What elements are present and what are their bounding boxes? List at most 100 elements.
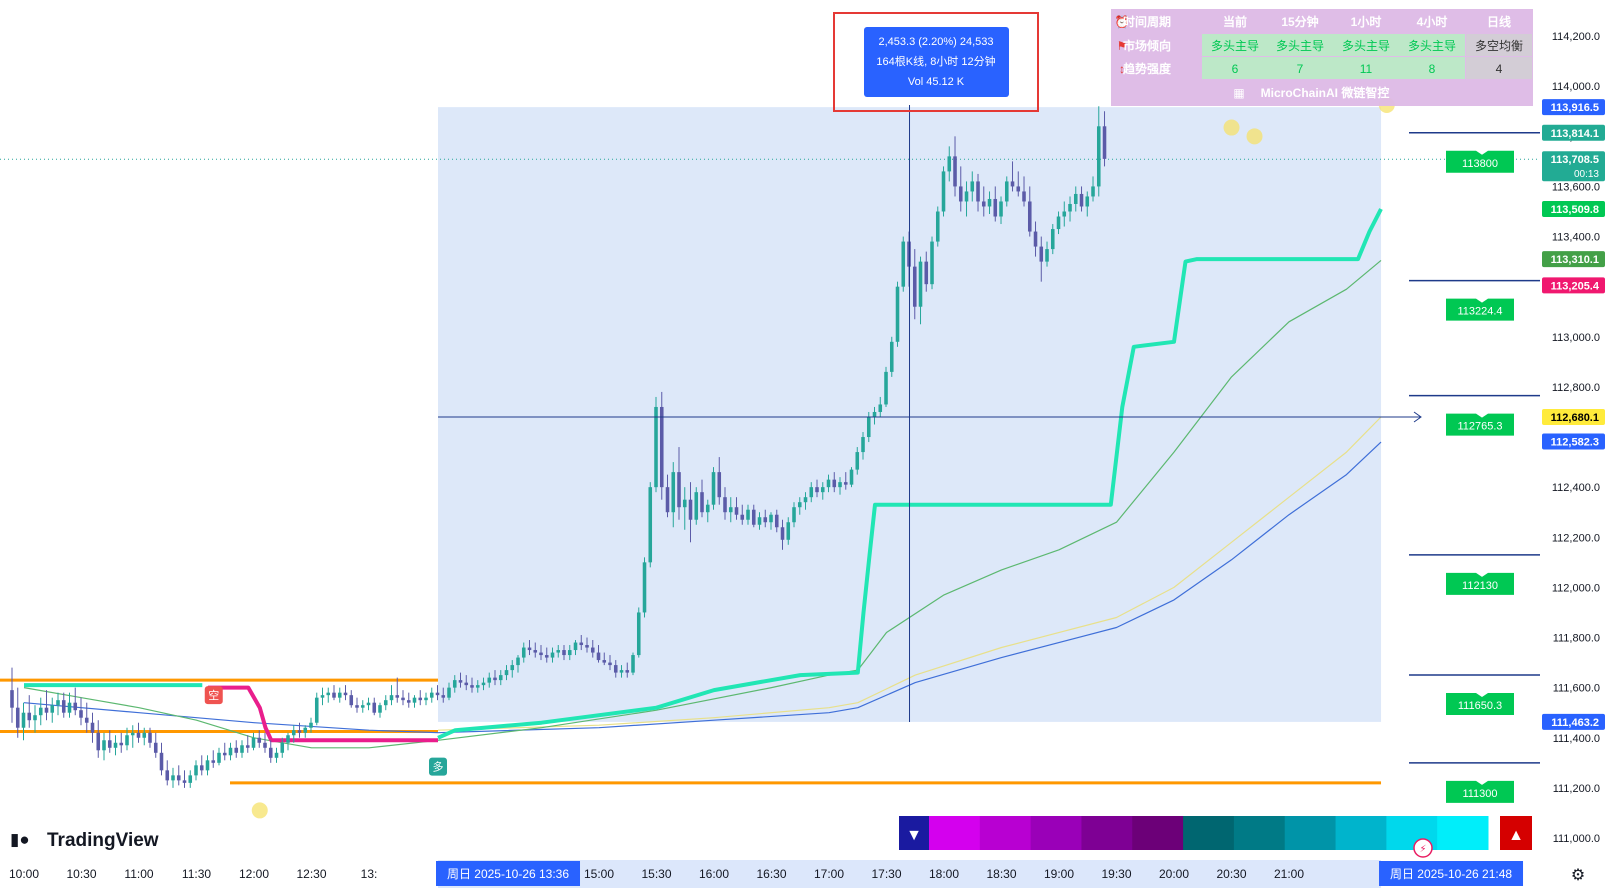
candle-body[interactable] <box>550 652 555 658</box>
candle-body[interactable] <box>1091 186 1095 197</box>
candle-body[interactable] <box>970 181 975 192</box>
candle-body[interactable] <box>148 732 152 743</box>
candle-body[interactable] <box>44 707 49 713</box>
candle-body[interactable] <box>194 765 198 776</box>
candle-body[interactable] <box>73 702 78 711</box>
candle-body[interactable] <box>366 702 371 706</box>
candle-body[interactable] <box>1033 231 1038 247</box>
candle-body[interactable] <box>878 404 883 412</box>
candle-body[interactable] <box>533 650 538 653</box>
candle-body[interactable] <box>1073 193 1078 204</box>
candle-body[interactable] <box>849 469 854 485</box>
candle-body[interactable] <box>579 642 584 646</box>
candle-body[interactable] <box>815 487 819 493</box>
candle-body[interactable] <box>343 692 348 696</box>
candle-body[interactable] <box>153 742 158 753</box>
candle-body[interactable] <box>987 198 992 207</box>
candle-body[interactable] <box>665 487 670 513</box>
candle-body[interactable] <box>291 730 296 736</box>
candle-body[interactable] <box>447 687 451 698</box>
measure-tooltip[interactable]: 2,453.3 (2.20%) 24,533 164根K线, 8小时 12分钟 Vo… <box>833 12 1039 112</box>
candle-body[interactable] <box>372 702 377 713</box>
candle-body[interactable] <box>67 702 72 713</box>
candle-body[interactable] <box>79 710 83 718</box>
candle-body[interactable] <box>901 241 906 287</box>
candle-body[interactable] <box>539 652 543 656</box>
candle-body[interactable] <box>27 712 32 721</box>
level-tag[interactable]: 113800 <box>1446 150 1514 173</box>
candle-body[interactable] <box>1022 191 1026 202</box>
candle-body[interactable] <box>786 522 791 540</box>
candle-body[interactable] <box>1045 249 1049 262</box>
price-axis-tag[interactable]: 113,708.5 00:13 <box>1542 151 1605 182</box>
candle-body[interactable] <box>746 509 750 520</box>
candle-body[interactable] <box>562 650 566 656</box>
candle-body[interactable] <box>234 747 239 753</box>
candle-body[interactable] <box>820 487 825 493</box>
candle-body[interactable] <box>1056 216 1061 230</box>
lightning-icon[interactable] <box>1413 838 1433 858</box>
candle-body[interactable] <box>567 650 572 656</box>
time-axis-start-tag[interactable]: 周日 2025-10-26 13:36 <box>436 861 581 886</box>
candle-body[interactable] <box>884 371 888 405</box>
level-tag[interactable]: 112130 <box>1446 572 1514 595</box>
candle-body[interactable] <box>211 760 216 763</box>
candle-body[interactable] <box>1039 246 1044 262</box>
candle-body[interactable] <box>521 647 526 658</box>
candle-body[interactable] <box>866 416 871 438</box>
candle-body[interactable] <box>964 191 969 202</box>
candle-body[interactable] <box>700 492 704 513</box>
price-axis-tag[interactable]: 111,463.2 <box>1542 713 1605 730</box>
candle-body[interactable] <box>717 472 722 498</box>
level-tag[interactable]: 111300 <box>1446 780 1514 803</box>
candle-body[interactable] <box>314 697 319 723</box>
candle-body[interactable] <box>286 735 290 743</box>
candle-body[interactable] <box>688 499 693 520</box>
candle-body[interactable] <box>475 685 480 688</box>
candle-body[interactable] <box>734 507 739 515</box>
candle-body[interactable] <box>659 406 664 488</box>
candle-body[interactable] <box>608 662 612 666</box>
candle-body[interactable] <box>872 411 877 417</box>
candle-body[interactable] <box>320 695 325 698</box>
candle-body[interactable] <box>113 742 118 748</box>
candle-body[interactable] <box>694 492 699 520</box>
candle-body[interactable] <box>924 261 929 285</box>
candle-body[interactable] <box>119 742 124 746</box>
candle-body[interactable] <box>452 680 457 688</box>
candle-body[interactable] <box>240 745 244 753</box>
candle-body[interactable] <box>61 700 66 713</box>
candle-body[interactable] <box>493 677 497 681</box>
candle-body[interactable] <box>682 499 687 508</box>
candle-body[interactable] <box>757 517 762 525</box>
candle-body[interactable] <box>780 527 785 540</box>
candle-body[interactable] <box>1102 126 1107 159</box>
candle-body[interactable] <box>56 700 60 706</box>
candle-body[interactable] <box>274 752 279 758</box>
candle-body[interactable] <box>1068 203 1072 212</box>
candle-body[interactable] <box>585 645 589 648</box>
candle-body[interactable] <box>102 740 106 751</box>
candle-body[interactable] <box>619 670 624 673</box>
candle-body[interactable] <box>941 171 946 212</box>
candle-body[interactable] <box>958 186 963 202</box>
candle-body[interactable] <box>297 730 302 733</box>
price-axis-tag[interactable]: 113,310.1 <box>1542 251 1605 268</box>
candle-body[interactable] <box>487 677 492 683</box>
candle-body[interactable] <box>38 707 43 716</box>
candle-body[interactable] <box>217 752 221 763</box>
candle-body[interactable] <box>855 452 860 470</box>
candle-body[interactable] <box>1010 181 1015 187</box>
candle-body[interactable] <box>769 514 773 523</box>
candle-body[interactable] <box>711 472 716 505</box>
candle-body[interactable] <box>976 181 980 202</box>
candle-body[interactable] <box>441 695 446 698</box>
candle-body[interactable] <box>895 286 900 342</box>
candle-body[interactable] <box>90 722 95 733</box>
candle-body[interactable] <box>912 266 917 307</box>
candle-body[interactable] <box>349 695 354 706</box>
price-axis-tag[interactable]: 112,680.1 <box>1542 408 1605 425</box>
candle-body[interactable] <box>930 241 934 285</box>
